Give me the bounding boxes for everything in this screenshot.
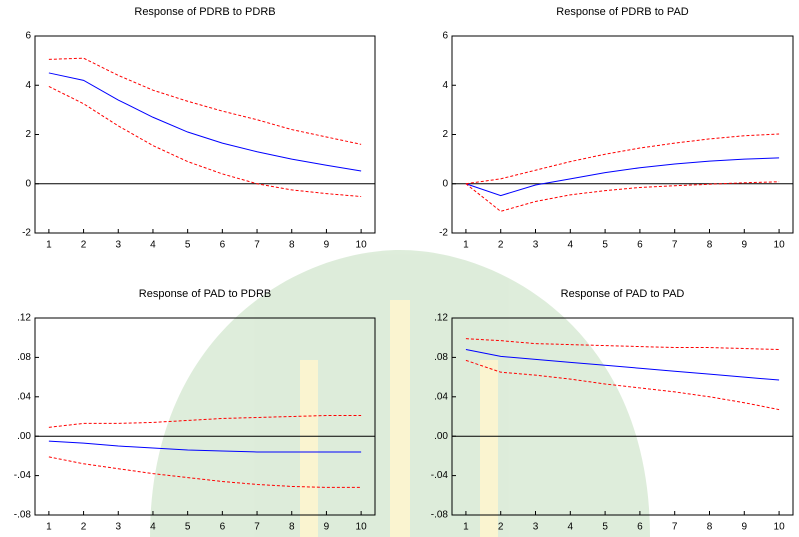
x-tick-label: 2 — [498, 522, 504, 533]
x-tick-label: 1 — [463, 240, 469, 251]
x-tick-label: 10 — [774, 240, 786, 251]
figure: Response of PDRB to PDRB -2 0 2 4 6 1 2 3 4 5 6 7 8 9 1… — [0, 0, 799, 537]
x-tick-label: 6 — [637, 240, 643, 251]
x-tick-label: 9 — [742, 522, 748, 533]
y-tick-label: 4 — [25, 80, 31, 91]
response-line — [466, 158, 779, 196]
x-tick-label: 1 — [463, 522, 469, 533]
y-tick-label: .12 — [17, 313, 31, 324]
x-tick-label: 5 — [602, 240, 608, 251]
x-tick-label: 2 — [498, 240, 504, 251]
y-tick-label: 2 — [25, 129, 31, 140]
y-tick-label: -2 — [439, 228, 448, 239]
y-tick-label: -.08 — [431, 510, 449, 521]
x-tick-label: 3 — [533, 240, 539, 251]
plot-frame — [452, 36, 793, 233]
chart-title: Response of PAD to PDRB — [139, 288, 271, 300]
y-tick-label: -.04 — [14, 470, 32, 481]
y-tick-label: -.04 — [431, 470, 449, 481]
response-line — [49, 86, 361, 196]
x-tick-label: 8 — [289, 240, 295, 251]
x-tick-label: 4 — [150, 240, 156, 251]
x-tick-label: 5 — [185, 240, 191, 251]
response-line — [466, 134, 779, 184]
x-tick-label: 2 — [81, 522, 87, 533]
x-tick-label: 7 — [254, 522, 260, 533]
y-tick-label: .04 — [434, 391, 448, 402]
y-tick-label: .08 — [434, 352, 448, 363]
chart-title: Response of PDRB to PAD — [556, 6, 689, 18]
x-tick-label: 9 — [742, 240, 748, 251]
chart-title: Response of PAD to PAD — [561, 288, 685, 300]
x-tick-label: 10 — [774, 522, 786, 533]
x-tick-label: 3 — [115, 522, 121, 533]
panel: Response of PDRB to PAD -2 0 2 4 6 1 2 3 4 5 6 7 8 9 10 — [439, 6, 793, 251]
x-tick-label: 4 — [150, 522, 156, 533]
chart-title: Response of PDRB to PDRB — [134, 6, 275, 18]
x-tick-label: 5 — [185, 522, 191, 533]
plot-frame — [35, 36, 375, 233]
x-tick-label: 4 — [568, 240, 574, 251]
x-tick-label: 1 — [46, 522, 52, 533]
x-tick-label: 5 — [602, 522, 608, 533]
x-tick-label: 1 — [46, 240, 52, 251]
x-tick-label: 10 — [356, 522, 368, 533]
x-tick-label: 6 — [220, 240, 226, 251]
x-tick-label: 2 — [81, 240, 87, 251]
x-tick-label: 3 — [115, 240, 121, 251]
x-tick-label: 7 — [672, 240, 678, 251]
x-tick-label: 8 — [707, 522, 713, 533]
panel: Response of PDRB to PDRB -2 0 2 4 6 1 2 3 4 5 6 7 8 9 1… — [22, 6, 375, 251]
response-line — [49, 73, 361, 171]
x-tick-label: 3 — [533, 522, 539, 533]
y-tick-label: .04 — [17, 391, 31, 402]
y-tick-label: 6 — [442, 31, 448, 42]
x-tick-label: 6 — [637, 522, 643, 533]
y-tick-label: 6 — [25, 31, 31, 42]
y-tick-label: 4 — [442, 80, 448, 91]
x-tick-label: 8 — [289, 522, 295, 533]
y-tick-label: 2 — [442, 129, 448, 140]
x-tick-label: 10 — [356, 240, 368, 251]
response-line — [466, 182, 779, 212]
y-tick-label: 0 — [442, 178, 448, 189]
x-tick-label: 7 — [254, 240, 260, 251]
x-tick-label: 7 — [672, 522, 678, 533]
x-tick-label: 8 — [707, 240, 713, 251]
x-tick-label: 9 — [324, 240, 330, 251]
y-tick-label: .00 — [17, 431, 31, 442]
y-tick-label: -.08 — [14, 510, 32, 521]
y-tick-label: .12 — [434, 313, 448, 324]
y-tick-label: .08 — [17, 352, 31, 363]
response-line — [49, 58, 361, 144]
x-tick-label: 9 — [324, 522, 330, 533]
x-tick-label: 4 — [568, 522, 574, 533]
x-tick-label: 6 — [220, 522, 226, 533]
y-tick-label: 0 — [25, 178, 31, 189]
y-tick-label: .00 — [434, 431, 448, 442]
y-tick-label: -2 — [22, 228, 31, 239]
